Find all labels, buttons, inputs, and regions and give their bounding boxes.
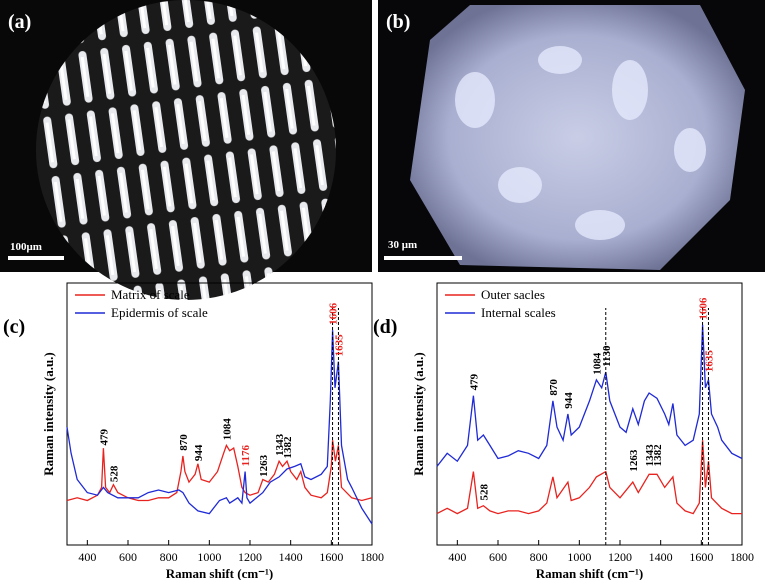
- x-tick-label: 1200: [608, 550, 632, 564]
- x-tick-label: 1800: [360, 550, 384, 564]
- peak-label: 479: [98, 428, 110, 445]
- panel-label: (b): [386, 11, 410, 33]
- panel-label: (d): [373, 316, 397, 338]
- peak-label: 1382: [652, 444, 664, 467]
- x-tick-label: 1600: [689, 550, 713, 564]
- spectrum-line: [66, 440, 373, 502]
- plot-frame: [436, 282, 743, 546]
- peak-label: 1606: [328, 302, 340, 325]
- x-tick-label: 600: [119, 550, 137, 564]
- y-axis-label: Raman intensity (a.u.): [411, 352, 426, 476]
- peak-label: 870: [548, 379, 560, 396]
- legend-label: Matrix of scale: [111, 287, 190, 302]
- x-tick-label: 400: [448, 550, 466, 564]
- x-tick-label: 800: [160, 550, 178, 564]
- x-tick-label: 1200: [238, 550, 262, 564]
- x-tick-label: 1000: [197, 550, 221, 564]
- peak-label: 1263: [258, 454, 270, 477]
- x-tick-label: 1000: [567, 550, 591, 564]
- x-axis-label: Raman shift (cm⁻¹): [536, 566, 644, 580]
- x-tick-label: 400: [78, 550, 96, 564]
- x-tick-label: 1400: [279, 550, 303, 564]
- x-tick-label: 1800: [730, 550, 754, 564]
- scale-tissue: [410, 5, 745, 270]
- peak-label: 1263: [628, 449, 640, 472]
- x-axis-label: Raman shift (cm⁻¹): [166, 566, 274, 580]
- x-tick-label: 1600: [319, 550, 343, 564]
- peak-label: 1176: [240, 445, 252, 467]
- peak-label: 1606: [698, 297, 710, 320]
- peak-label: 1382: [282, 436, 294, 459]
- scale-bar: [384, 256, 462, 260]
- scale-pattern: [36, 0, 336, 300]
- peak-label: 944: [193, 444, 205, 461]
- legend-label: Outer sacles: [481, 287, 545, 302]
- legend-label: Epidermis of scale: [111, 305, 208, 320]
- x-tick-label: 800: [530, 550, 548, 564]
- peak-label: 1635: [333, 334, 345, 357]
- spectrum-line: [66, 330, 373, 525]
- peak-label: 1343: [644, 444, 656, 467]
- peak-label: 1084: [221, 418, 233, 441]
- peak-label: 528: [108, 465, 120, 482]
- peak-label: 479: [468, 373, 480, 390]
- peak-label: 870: [178, 434, 190, 451]
- legend-label: Internal scales: [481, 305, 556, 320]
- peak-label: 1635: [703, 350, 715, 373]
- peak-label: 1084: [591, 352, 603, 375]
- plot-frame: [66, 282, 373, 546]
- peak-label: 944: [563, 392, 575, 409]
- peak-label: 528: [478, 483, 490, 500]
- peak-label: 1130: [601, 345, 613, 367]
- y-axis-label: Raman intensity (a.u.): [41, 352, 56, 476]
- scale-bar-label: 100μm: [10, 241, 42, 253]
- x-tick-label: 1400: [649, 550, 673, 564]
- scale-bar: [8, 256, 64, 260]
- scale-bar-label: 30 μm: [388, 239, 417, 251]
- panel-label: (a): [8, 11, 31, 33]
- peak-label: 1343: [274, 433, 286, 456]
- x-tick-label: 600: [489, 550, 507, 564]
- panel-label: (c): [3, 316, 25, 338]
- cells: [455, 46, 706, 240]
- spectrum-line: [436, 440, 742, 515]
- spectrum-line: [436, 324, 743, 467]
